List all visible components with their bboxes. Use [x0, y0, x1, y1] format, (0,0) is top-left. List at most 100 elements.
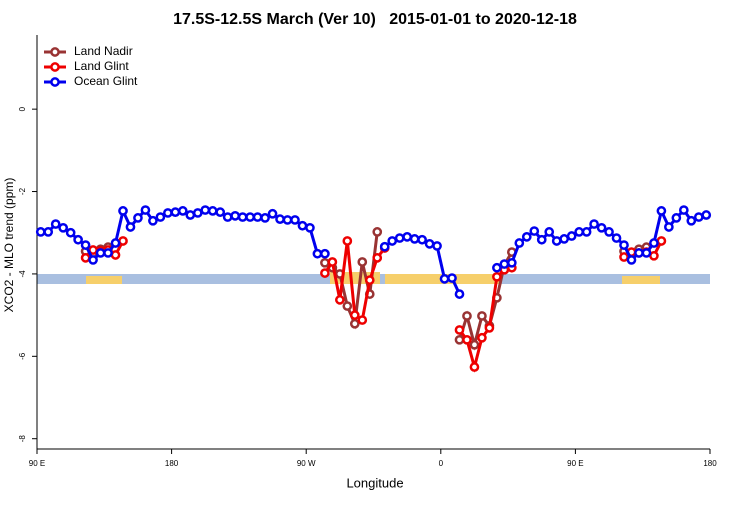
data-point [80, 253, 91, 263]
x-tick-label: 180 [165, 459, 179, 468]
data-point [619, 252, 629, 262]
data-point [252, 212, 263, 222]
data-point [387, 236, 398, 246]
x-tick-label: 90 W [297, 459, 316, 468]
data-point [155, 212, 166, 222]
data-point [402, 232, 412, 242]
x-tick-label: 0 [439, 459, 444, 468]
data-point [686, 215, 697, 226]
data-point [394, 233, 405, 243]
chart-title: 17.5S-12.5S March (Ver 10) 2015-01-01 to… [173, 11, 577, 28]
data-point [260, 213, 270, 223]
y-axis-label: XCO2 - MLO trend (ppm) [2, 178, 16, 313]
data-point [290, 215, 300, 225]
data-point [454, 325, 465, 335]
data-point [619, 240, 629, 250]
data-point [462, 311, 472, 321]
data-point [297, 220, 308, 231]
data-point [118, 236, 128, 246]
data-point [454, 334, 465, 345]
data-point [581, 227, 592, 237]
data-point [282, 215, 293, 225]
data-point [536, 234, 547, 245]
data-point [641, 248, 652, 258]
y-tick-label: -2 [18, 187, 27, 195]
data-point [596, 222, 607, 233]
data-point [275, 214, 285, 224]
data-point [320, 257, 330, 268]
data-point [35, 227, 46, 237]
data-point [110, 238, 121, 248]
data-point [342, 236, 353, 246]
data-point [125, 222, 136, 232]
data-point [589, 219, 599, 229]
data-point [514, 238, 525, 248]
data-point [163, 208, 173, 218]
data-point [342, 301, 353, 311]
data-point [50, 219, 61, 229]
data-point [140, 205, 151, 215]
x-tick-label: 90 E [29, 459, 45, 468]
data-point [417, 234, 427, 245]
data-point [80, 240, 91, 250]
legend-label: Land Glint [74, 59, 129, 73]
data-point [349, 310, 360, 320]
data-point [409, 234, 420, 244]
data-point [574, 227, 584, 237]
data-point [267, 208, 278, 219]
data-point [58, 222, 69, 233]
data-point [357, 315, 368, 325]
data-point [245, 212, 255, 222]
data-point [372, 227, 383, 237]
x-tick-label: 90 E [567, 459, 583, 468]
legend-label: Land Nadir [74, 44, 133, 58]
x-tick-label: 180 [703, 459, 717, 468]
data-point [185, 210, 196, 220]
legend-marker [50, 62, 60, 72]
data-point [559, 234, 570, 244]
data-point [656, 206, 667, 216]
data-point [439, 274, 450, 284]
data-point [521, 232, 532, 242]
data-point [43, 227, 54, 237]
y-tick-label: -4 [18, 270, 27, 278]
data-point [492, 262, 502, 273]
data-point [305, 222, 315, 233]
data-point [462, 334, 472, 345]
data-point [133, 213, 143, 223]
data-point [604, 227, 614, 237]
data-point [118, 206, 128, 216]
data-point [88, 255, 98, 265]
data-point [656, 236, 667, 246]
series [35, 205, 712, 299]
data-point [551, 236, 562, 246]
y-tick-label: -6 [18, 352, 27, 360]
data-point [544, 227, 555, 237]
y-tick-label: 0 [18, 106, 27, 111]
data-point [484, 323, 495, 333]
data-point [73, 234, 83, 245]
data-point [230, 210, 241, 221]
data-point [222, 212, 233, 222]
data-point [327, 257, 338, 267]
legend-marker [50, 77, 60, 87]
data-point [701, 210, 712, 220]
series [80, 227, 652, 351]
data-point [477, 332, 487, 343]
data-point [693, 212, 704, 222]
data-point [148, 215, 158, 226]
data-point [312, 248, 323, 259]
data-point [566, 231, 577, 241]
data-point [671, 213, 682, 223]
legend-marker [50, 47, 60, 57]
data-point [678, 205, 689, 215]
data-point [110, 250, 121, 260]
data-point [320, 268, 330, 278]
data-point [95, 248, 106, 258]
data-point [215, 207, 226, 217]
x-axis-label: Longitude [346, 475, 403, 490]
data-point [626, 255, 637, 265]
data-point [634, 248, 644, 258]
data-point [364, 275, 375, 285]
data-point [335, 295, 345, 305]
